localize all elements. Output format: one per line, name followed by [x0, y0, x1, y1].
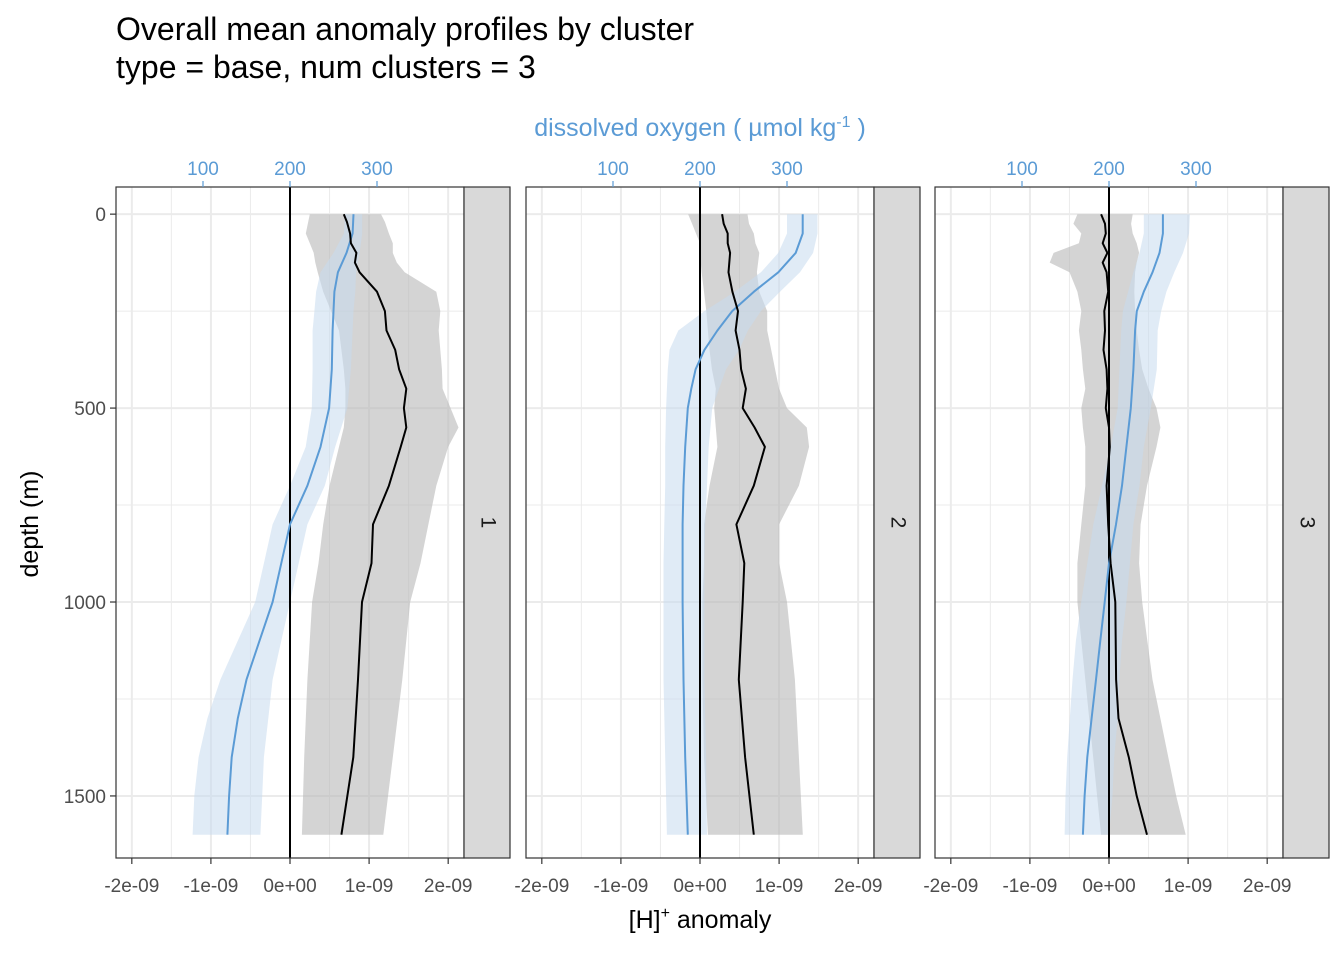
x-top-tick-label: 100 [1006, 159, 1038, 180]
x-bottom-tick-label: 2e-09 [834, 876, 883, 897]
x-top-tick-label: 300 [1180, 159, 1212, 180]
panel-3: 3 -2e-09 -1e-09 0e+00 1e-09 2e-09 100 200 300 [923, 159, 1330, 897]
x-top-tick-label: 200 [274, 159, 306, 180]
oxygen-ribbon [192, 214, 363, 835]
x-bottom-tick-label: 0e+00 [263, 876, 316, 897]
facet-strip [463, 186, 511, 859]
oxygen-ribbon [663, 214, 818, 835]
chart-title: Overall mean anomaly profiles by cluster [116, 11, 695, 47]
h-anomaly-ribbon [301, 214, 459, 835]
x-bottom-tick-label: 0e+00 [673, 876, 726, 897]
x-top-tick-label: 300 [361, 159, 393, 180]
oxygen-mean-line [226, 214, 355, 835]
y-axis-title: depth (m) [16, 471, 44, 578]
facet-strip [1282, 186, 1330, 859]
x-bottom-tick-label: 0e+00 [1082, 876, 1135, 897]
x-top-tick-label: 200 [684, 159, 716, 180]
x-top-tick-label: 300 [771, 159, 803, 180]
x-top-tick-label: 100 [597, 159, 629, 180]
facet-strip-label: 2 [886, 517, 909, 529]
facet-strip [873, 186, 921, 859]
y-tick-label: 1000 [64, 593, 106, 614]
h-anomaly-mean-line [340, 213, 408, 835]
x-bottom-tick-label: 1e-09 [345, 876, 394, 897]
h-anomaly-mean-line [721, 214, 766, 835]
x-bottom-tick-label: 2e-09 [424, 876, 473, 897]
chart-subtitle: type = base, num clusters = 3 [116, 49, 536, 85]
x-bottom-tick-label: -2e-09 [923, 876, 978, 897]
panel-2: 2 -2e-09 -1e-09 0e+00 1e-09 2e-09 100 200 300 [514, 159, 921, 897]
x-bottom-tick-label: 1e-09 [755, 876, 804, 897]
x-bottom-tick-label: -2e-09 [104, 876, 159, 897]
x-top-tick-label: 100 [187, 159, 219, 180]
y-tick-label: 1500 [64, 787, 106, 808]
x-bottom-tick-label: -1e-09 [593, 876, 648, 897]
h-anomaly-mean-line [1100, 213, 1148, 835]
x-top-tick-label: 200 [1093, 159, 1125, 180]
facet-strip-label: 3 [1295, 517, 1318, 529]
x-bottom-tick-label: -2e-09 [514, 876, 569, 897]
oxygen-mean-line [681, 214, 804, 835]
x-bottom-tick-label: -1e-09 [183, 876, 238, 897]
bottom-axis-title: [H]+ anomaly [629, 905, 772, 934]
panel-1: 1 -2e-09 -1e-09 0e+00 1e-09 2e-09 100 200 300 0 50… [64, 159, 511, 897]
facet-strip-label: 1 [476, 517, 499, 529]
chart-title-block: Overall mean anomaly profiles by cluster… [116, 10, 694, 86]
x-bottom-tick-label: 1e-09 [1164, 876, 1213, 897]
top-axis-title: dissolved oxygen ( µmol kg-1 ) [534, 114, 866, 142]
x-bottom-tick-label: -1e-09 [1002, 876, 1057, 897]
y-tick-label: 0 [95, 205, 106, 226]
y-tick-label: 500 [74, 399, 106, 420]
oxygen-mean-line [1081, 214, 1164, 835]
x-bottom-tick-label: 2e-09 [1243, 876, 1292, 897]
